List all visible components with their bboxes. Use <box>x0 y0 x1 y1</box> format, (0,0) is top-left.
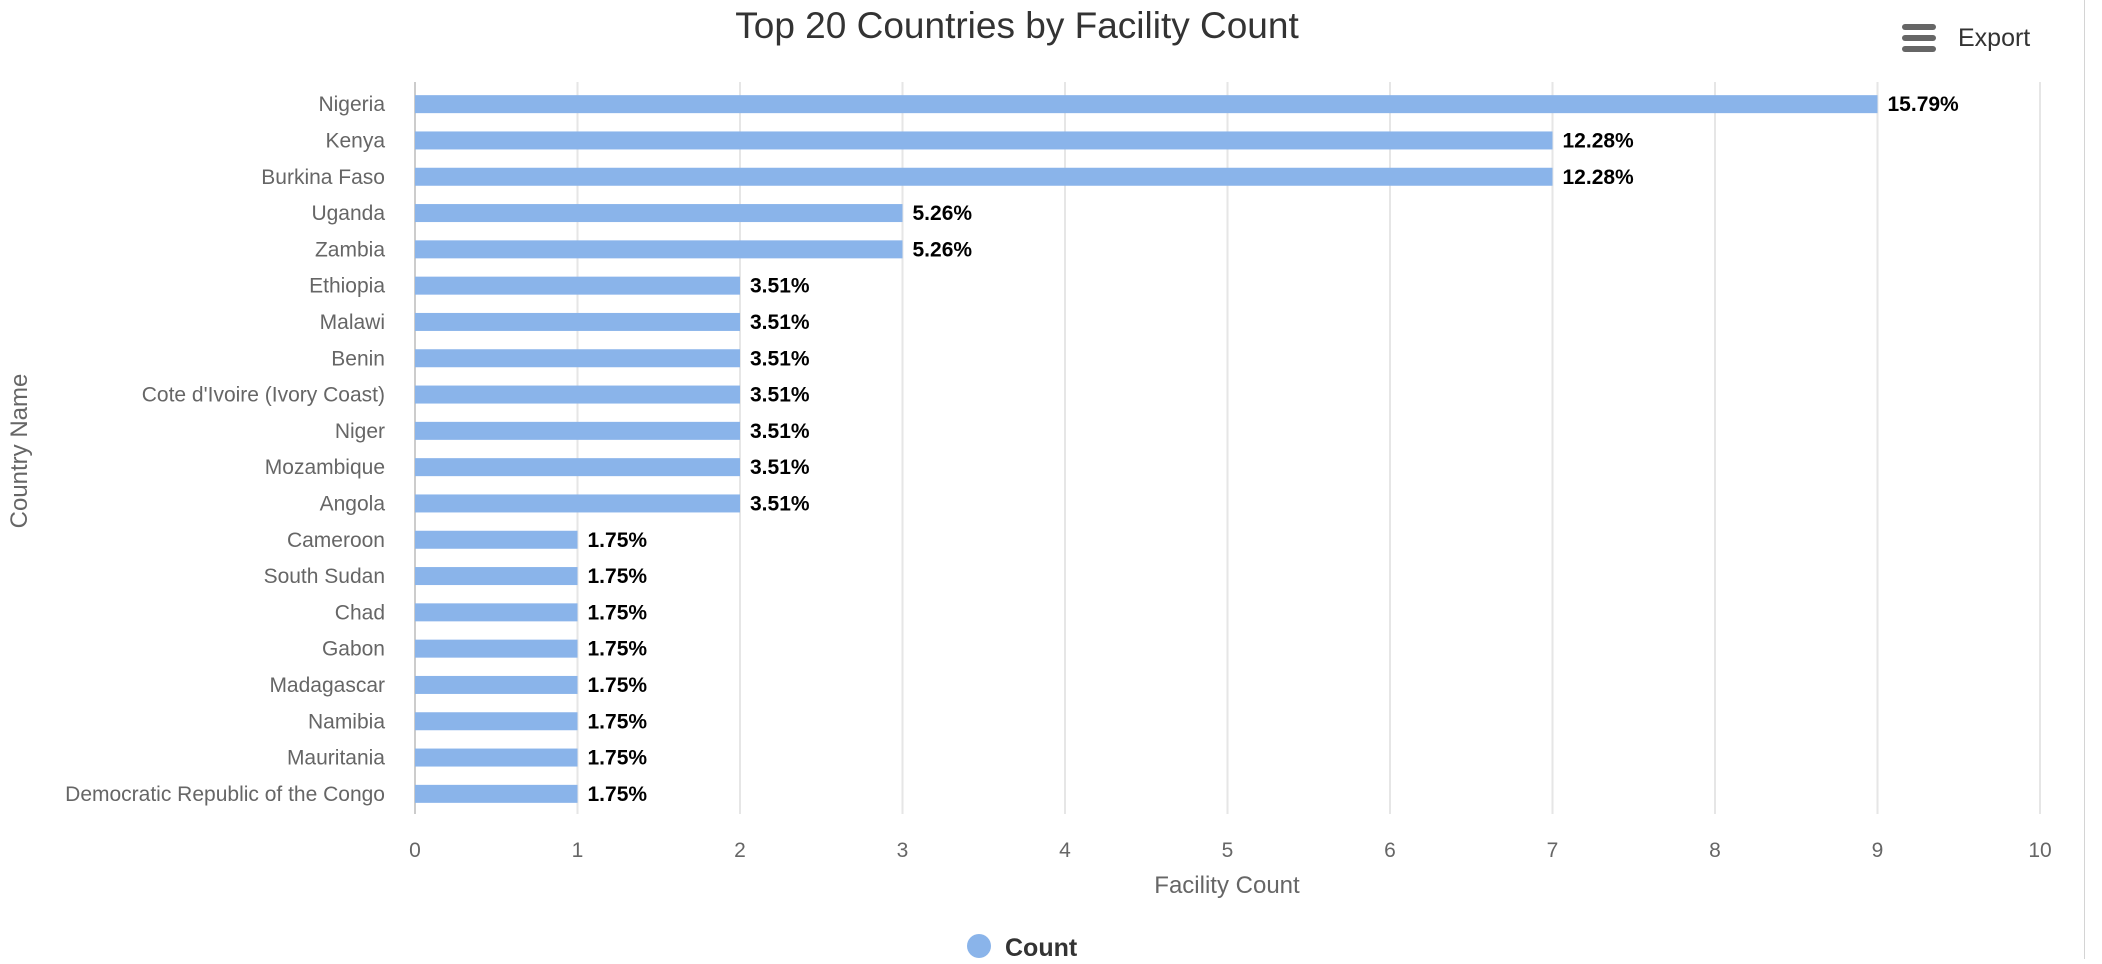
data-label: 1.75% <box>588 783 648 806</box>
bar[interactable] <box>415 639 578 658</box>
x-tick-label: 7 <box>1547 839 1559 862</box>
category-label: South Sudan <box>264 565 385 588</box>
x-tick-label: 9 <box>1872 839 1884 862</box>
data-label: 3.51% <box>750 456 810 479</box>
bar[interactable] <box>415 95 1878 114</box>
bar[interactable] <box>415 276 740 295</box>
category-label: Mauritania <box>287 747 385 770</box>
category-label: Niger <box>335 420 385 443</box>
data-label: 12.28% <box>1563 129 1635 152</box>
data-label: 3.51% <box>750 420 810 443</box>
category-label: Mozambique <box>265 456 385 479</box>
bar[interactable] <box>415 240 903 259</box>
data-label: 1.75% <box>588 638 648 661</box>
bar[interactable] <box>415 675 578 694</box>
category-label: Cameroon <box>287 529 385 552</box>
data-label: 15.79% <box>1888 93 1960 116</box>
data-label: 1.75% <box>588 674 648 697</box>
category-label: Kenya <box>325 129 385 152</box>
x-tick-label: 5 <box>1222 839 1234 862</box>
data-label: 3.51% <box>750 492 810 515</box>
category-label: Namibia <box>308 710 385 733</box>
bar[interactable] <box>415 349 740 368</box>
legend-label: Count <box>1005 934 1078 959</box>
category-label: Gabon <box>322 638 385 661</box>
bar[interactable] <box>415 458 740 477</box>
chart-title: Top 20 Countries by Facility Count <box>735 5 1299 46</box>
bar[interactable] <box>415 603 578 622</box>
bar[interactable] <box>415 712 578 731</box>
bar[interactable] <box>415 204 903 223</box>
data-label: 5.26% <box>913 238 973 261</box>
category-label: Burkina Faso <box>261 166 385 189</box>
legend[interactable]: Count <box>967 934 1078 962</box>
data-labels: 15.79% 12.28% 12.28% 5.26% 5.26% 3.51% 3.51% 3.… <box>588 93 1960 806</box>
bar[interactable] <box>415 385 740 404</box>
data-label: 1.75% <box>588 565 648 588</box>
data-label: 3.51% <box>750 275 810 298</box>
category-label: Uganda <box>311 202 385 225</box>
data-label: 12.28% <box>1563 166 1635 189</box>
data-label: 3.51% <box>750 311 810 334</box>
data-label: 1.75% <box>588 710 648 733</box>
bar[interactable] <box>415 421 740 440</box>
x-tick-label: 4 <box>1059 839 1071 862</box>
x-tick-label: 3 <box>897 839 909 862</box>
category-label: Zambia <box>315 238 385 261</box>
category-label: Chad <box>335 601 385 624</box>
data-label: 1.75% <box>588 601 648 624</box>
category-labels: Nigeria Kenya Burkina Faso Uganda Zambia Ethi… <box>65 93 385 806</box>
export-label: Export <box>1958 23 2031 52</box>
bar[interactable] <box>415 167 1553 186</box>
data-label: 3.51% <box>750 384 810 407</box>
menu-icon <box>1902 24 1936 52</box>
data-label: 5.26% <box>913 202 973 225</box>
x-tick-label: 8 <box>1709 839 1721 862</box>
x-tick-labels: 0 1 2 3 4 5 6 7 8 9 10 <box>409 839 2052 862</box>
bar[interactable] <box>415 748 578 767</box>
bars <box>415 95 1878 803</box>
category-label: Angola <box>320 492 386 515</box>
bar[interactable] <box>415 530 578 549</box>
category-label: Cote d'Ivoire (Ivory Coast) <box>142 384 385 407</box>
category-label: Nigeria <box>318 93 385 116</box>
x-tick-label: 6 <box>1384 839 1396 862</box>
bar[interactable] <box>415 494 740 513</box>
bar[interactable] <box>415 567 578 586</box>
data-label: 1.75% <box>588 747 648 770</box>
x-tick-label: 10 <box>2028 839 2051 862</box>
category-label: Benin <box>331 347 385 370</box>
x-tick-label: 2 <box>734 839 746 862</box>
page-divider <box>2084 0 2085 959</box>
bar[interactable] <box>415 312 740 331</box>
bar[interactable] <box>415 131 1553 150</box>
bar[interactable] <box>415 784 578 803</box>
x-tick-label: 0 <box>409 839 421 862</box>
category-label: Madagascar <box>269 674 385 697</box>
x-tick-label: 1 <box>572 839 584 862</box>
legend-marker <box>967 934 991 958</box>
y-axis-title: Country Name <box>6 374 33 529</box>
export-button[interactable]: Export <box>1902 18 2030 58</box>
category-label: Malawi <box>320 311 385 334</box>
category-label: Ethiopia <box>309 275 385 298</box>
data-label: 1.75% <box>588 529 648 552</box>
category-label: Democratic Republic of the Congo <box>65 783 385 806</box>
x-axis-title: Facility Count <box>1154 872 1300 899</box>
data-label: 3.51% <box>750 347 810 370</box>
grid-lines <box>414 82 2041 814</box>
